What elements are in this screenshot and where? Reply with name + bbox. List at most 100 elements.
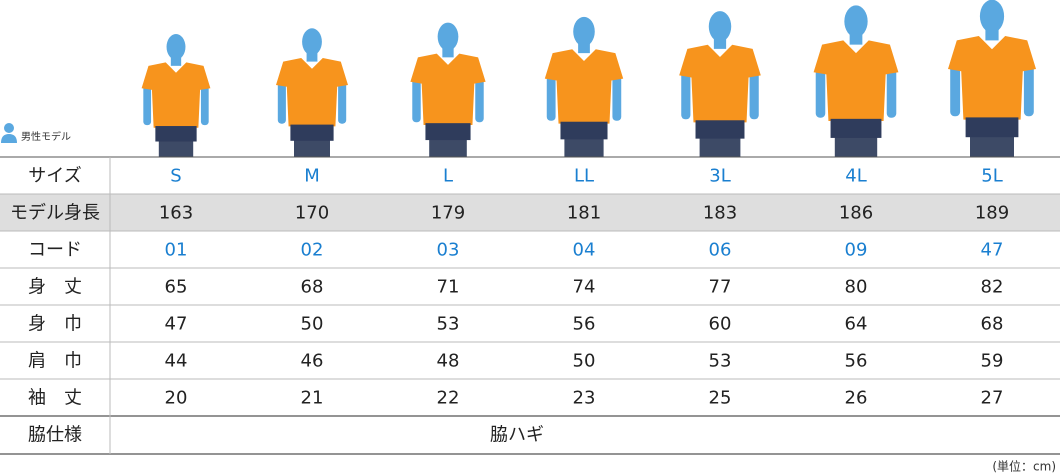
cell: 09 [845,240,868,261]
head [844,5,868,38]
row-label: 袖 丈 [28,388,82,409]
arm [200,82,209,126]
pants [560,121,608,140]
pants [965,117,1019,138]
model-figure [276,28,348,157]
arm [815,64,826,118]
cell: 44 [165,351,188,372]
cell: 189 [975,203,1009,224]
row-label: コード [28,240,82,261]
cell: 68 [301,277,324,298]
cell: 46 [301,351,324,372]
leg [429,136,467,158]
cell: 68 [981,314,1004,335]
row-label: 身 丈 [28,277,82,298]
legend-label: 男性モデル [21,130,71,143]
neck [578,41,590,54]
cell: 脇ハギ [490,425,544,446]
cell: 170 [295,203,329,224]
shirt [276,58,348,127]
cell: 181 [567,203,601,224]
row-label: モデル身長 [10,203,100,224]
cell: M [304,166,320,187]
cell: 64 [845,314,868,335]
row-shade [0,194,1060,231]
unit-note: (単位：cm) [992,459,1056,474]
leg [294,137,330,157]
shirt [410,53,486,126]
arm [412,75,421,123]
cell: 77 [709,277,732,298]
cell: 71 [437,277,460,298]
cell: 26 [845,388,868,409]
arm [143,82,152,126]
head [708,11,732,42]
model-figure [813,5,899,157]
neck [442,46,454,58]
cell: 60 [709,314,732,335]
row-label: サイズ [28,166,81,187]
cell: 23 [573,388,596,409]
cell: 20 [165,388,188,409]
cell: 03 [437,240,460,261]
model-figure [141,34,211,157]
cell: 56 [573,314,596,335]
model-figure [410,22,486,158]
cell: 47 [165,314,188,335]
pants [695,120,745,139]
leg [564,135,604,157]
cell: S [170,166,181,187]
cell: 47 [981,240,1004,261]
pants [290,124,334,141]
arm [612,71,622,121]
pants [830,118,882,138]
cell: 186 [839,203,873,224]
head [166,34,186,60]
shirt [544,49,624,124]
cell: 65 [165,277,188,298]
arm [749,68,759,120]
cell: 27 [981,388,1004,409]
cell: 53 [709,351,732,372]
arm [681,68,691,120]
cell: 183 [703,203,737,224]
head [979,0,1005,33]
row-label: 脇仕様 [28,425,82,446]
arm [338,78,347,124]
head [573,16,595,47]
leg [699,134,741,157]
cell: 50 [573,351,596,372]
cell: L [443,166,453,187]
cell: 59 [981,351,1004,372]
model-figure [544,16,624,157]
arm [950,61,961,117]
model-icon [1,123,17,143]
cell: 80 [845,277,868,298]
shirt [679,44,761,123]
cell: 50 [301,314,324,335]
head [302,28,322,56]
model-figure [948,0,1036,157]
cell: 01 [165,240,188,261]
cell: 25 [709,388,732,409]
arm [1023,61,1034,117]
cell: 163 [159,203,193,224]
model-figure [679,11,761,157]
cell: 04 [573,240,596,261]
cell: 48 [437,351,460,372]
cell: 5L [981,166,1002,187]
arm [277,78,286,124]
head [437,22,459,51]
row-label: 肩 巾 [28,351,82,372]
shirt [948,36,1036,120]
shirt [813,40,899,121]
arm [886,64,897,118]
shirt [141,62,211,128]
neck [170,55,182,66]
cell: 53 [437,314,460,335]
cell: 02 [301,240,324,261]
cell: 21 [301,388,324,409]
cell: 56 [845,351,868,372]
